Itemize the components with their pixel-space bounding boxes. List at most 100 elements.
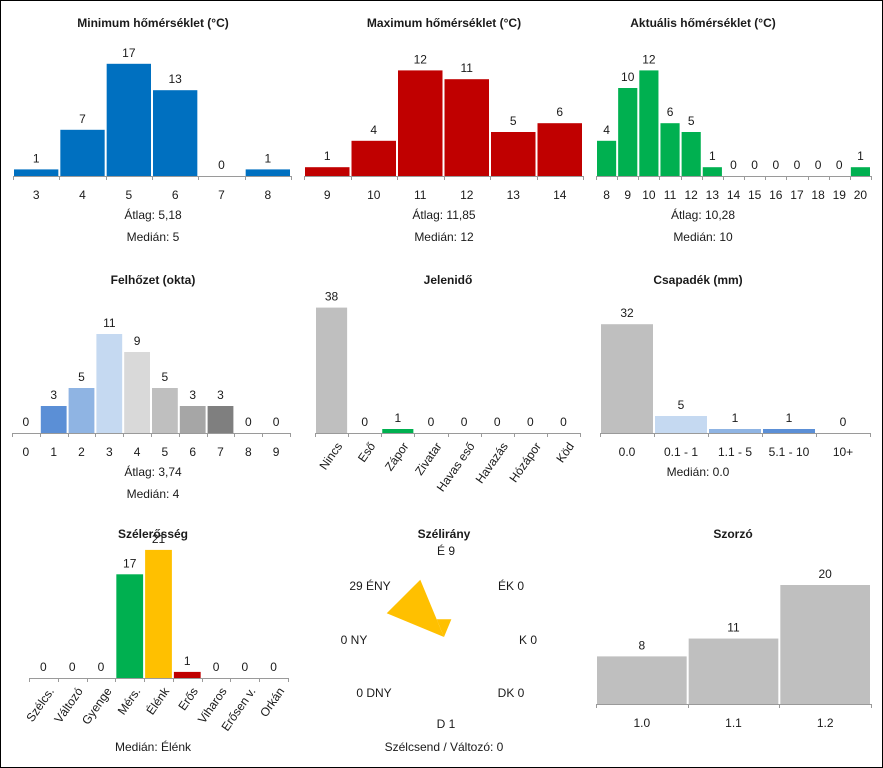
cloud-value-label: 0 — [23, 415, 30, 429]
act-bar-13 — [702, 167, 722, 176]
wx-value-label: 38 — [325, 290, 339, 304]
act-category-label: 17 — [790, 188, 804, 202]
min-bar-6 — [153, 90, 198, 176]
precip-bar-5.1 - 10 — [763, 429, 815, 433]
wx-value-label: 0 — [361, 415, 368, 429]
act-category-label: 13 — [706, 188, 720, 202]
wind-value-label: 0 — [98, 660, 105, 674]
max-category-label: 14 — [553, 188, 567, 202]
wx-value-label: 0 — [428, 415, 435, 429]
wind-bar-Erős — [173, 671, 201, 678]
act-category-label: 12 — [685, 188, 699, 202]
mult-bar-1.2 — [780, 585, 870, 704]
act-value-label: 5 — [688, 114, 695, 128]
act-category-label: 15 — [748, 188, 762, 202]
min-bar-3 — [14, 169, 59, 176]
wind-category-label: Erős — [175, 685, 201, 713]
cloud-value-label: 9 — [134, 334, 141, 348]
act-value-label: 0 — [730, 158, 737, 172]
cloud-category-label: 7 — [217, 445, 224, 459]
wind-category-label: Gyenge — [79, 684, 115, 727]
wind-value-label: 17 — [123, 556, 137, 570]
precip-category-label: 0.1 - 1 — [664, 445, 698, 459]
max-value-label: 1 — [324, 149, 331, 163]
cloud-bar-2 — [68, 388, 95, 433]
cloud-stat: Átlag: 3,74 — [124, 464, 182, 479]
act-bar-11 — [660, 123, 680, 176]
act-value-label: 10 — [621, 70, 635, 84]
min-value-label: 13 — [168, 72, 182, 86]
precip-bar-1.1 - 5 — [709, 429, 761, 433]
cloud-bar-4 — [124, 352, 150, 433]
min-stat: Medián: 5 — [127, 230, 180, 244]
wind-value-label: 0 — [270, 660, 277, 674]
dir-label-NY: 0 NY — [341, 633, 368, 647]
precip-category-label: 5.1 - 10 — [769, 445, 810, 459]
cloud-bar-5 — [152, 388, 178, 433]
precip-value-label: 0 — [840, 415, 847, 429]
min-category-label: 6 — [172, 188, 179, 202]
max-value-label: 11 — [461, 61, 474, 75]
dir-label-K: K 0 — [519, 633, 537, 647]
act-stat: Átlag: 10,28 — [671, 207, 735, 222]
wx-value-label: 0 — [494, 415, 501, 429]
min-category-label: 8 — [264, 188, 271, 202]
max-bar-9 — [305, 167, 350, 176]
act-bar-20 — [850, 167, 870, 176]
cloud-value-label: 11 — [103, 316, 116, 330]
min-value-label: 1 — [33, 151, 40, 165]
wx-title: Jelenidő — [424, 273, 473, 287]
cloud-category-label: 3 — [106, 445, 113, 459]
wx-category-label: Zápor — [382, 440, 411, 474]
min-category-label: 3 — [33, 188, 40, 202]
act-title: Aktuális hőmérséklet (°C) — [630, 16, 776, 30]
wind-stat: Medián: Élénk — [115, 739, 192, 754]
act-value-label: 12 — [642, 52, 656, 66]
precip-title: Csapadék (mm) — [653, 273, 742, 287]
wx-value-label: 1 — [394, 411, 401, 425]
min-value-label: 17 — [122, 46, 136, 60]
wind-value-label: 21 — [152, 532, 166, 546]
precip-bar-0.1 - 1 — [655, 416, 707, 433]
act-bar-8 — [597, 140, 617, 176]
min-category-label: 4 — [79, 188, 86, 202]
max-title: Maximum hőmérséklet (°C) — [367, 16, 521, 30]
precip-category-label: 10+ — [833, 445, 853, 459]
min-bar-8 — [245, 169, 290, 176]
wx-value-label: 0 — [527, 415, 534, 429]
cloud-category-label: 1 — [50, 445, 57, 459]
precip-stat: Medián: 0.0 — [667, 465, 730, 479]
max-bar-11 — [398, 70, 443, 176]
wx-category-label: Havazás — [473, 440, 511, 486]
min-value-label: 7 — [79, 112, 86, 126]
cloud-title: Felhőzet (okta) — [111, 273, 196, 287]
wind-value-label: 0 — [40, 660, 47, 674]
max-category-label: 11 — [414, 188, 427, 202]
mult-value-label: 20 — [818, 567, 832, 581]
wx-bar-Nincs — [316, 307, 348, 433]
act-category-label: 16 — [769, 188, 783, 202]
wind-value-label: 1 — [184, 654, 191, 668]
wind-category-label: Orkán — [257, 685, 287, 720]
wind-category-label: Mérs. — [115, 685, 144, 718]
dir-label-D: D 1 — [437, 717, 456, 731]
cloud-category-label: 2 — [78, 445, 85, 459]
precip-value-label: 5 — [678, 398, 685, 412]
mult-bar-1.1 — [688, 638, 779, 704]
max-category-label: 9 — [324, 188, 331, 202]
act-value-label: 0 — [772, 158, 779, 172]
act-category-label: 20 — [854, 188, 868, 202]
act-value-label: 0 — [751, 158, 758, 172]
act-category-label: 19 — [833, 188, 847, 202]
wind-value-label: 0 — [213, 660, 220, 674]
cloud-bar-1 — [40, 406, 67, 433]
wind-value-label: 0 — [241, 660, 248, 674]
max-bar-12 — [444, 79, 489, 176]
act-bar-9 — [618, 88, 638, 176]
mult-category-label: 1.0 — [633, 716, 650, 730]
act-category-label: 8 — [603, 188, 610, 202]
cloud-value-label: 3 — [189, 388, 196, 402]
act-category-label: 10 — [642, 188, 656, 202]
cloud-category-label: 4 — [134, 445, 141, 459]
